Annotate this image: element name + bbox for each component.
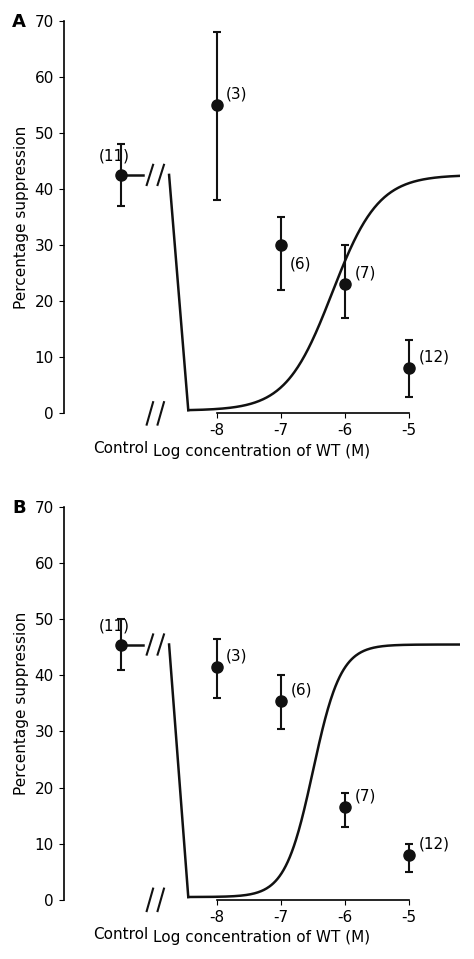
X-axis label: Log concentration of WT (M): Log concentration of WT (M) (153, 930, 370, 946)
Text: A: A (12, 12, 26, 31)
Text: Control: Control (93, 441, 149, 456)
Text: (6): (6) (291, 682, 312, 697)
Text: (6): (6) (289, 257, 311, 272)
Text: (12): (12) (419, 836, 450, 852)
Text: (3): (3) (225, 648, 247, 664)
Text: (7): (7) (355, 788, 376, 804)
Text: (11): (11) (99, 619, 130, 633)
Y-axis label: Percentage suppression: Percentage suppression (14, 612, 29, 795)
Text: (12): (12) (419, 350, 450, 364)
Y-axis label: Percentage suppression: Percentage suppression (14, 126, 29, 309)
X-axis label: Log concentration of WT (M): Log concentration of WT (M) (153, 444, 370, 458)
Text: B: B (12, 500, 26, 517)
Text: (3): (3) (225, 86, 247, 101)
Text: (7): (7) (355, 266, 376, 281)
Text: Control: Control (93, 927, 149, 943)
Text: (11): (11) (99, 149, 130, 164)
